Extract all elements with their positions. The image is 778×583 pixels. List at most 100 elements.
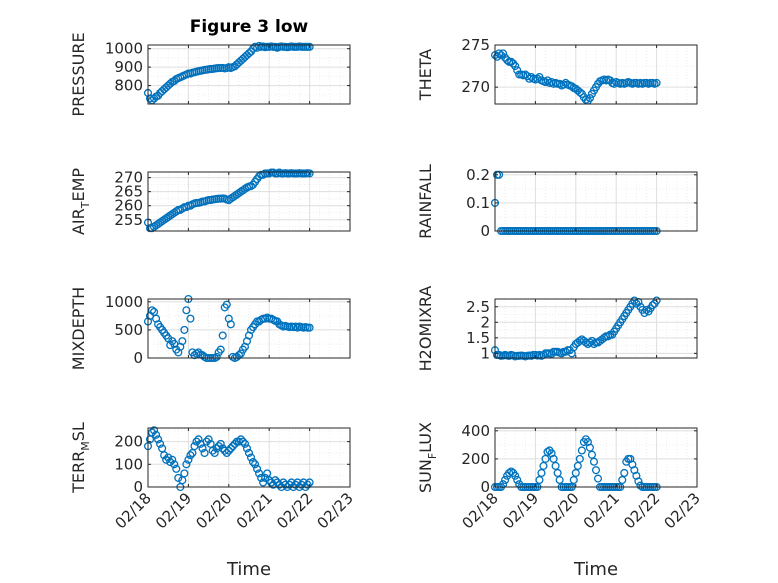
data-point [499,49,508,58]
data-point [577,446,586,455]
y-tick-label: 1.5 [466,329,490,347]
data-point [291,480,300,489]
y-axis-label: RAINFALL [416,164,435,239]
y-tick-label: 2 [480,313,490,331]
axes-box [147,427,351,488]
data-point [567,82,576,91]
y-axis-label: AIRTEMP [69,168,92,235]
data-point [589,457,599,466]
x-tick-label: 02/22 [620,489,663,532]
data-point [184,455,193,464]
y-tick-label: 400 [461,422,490,440]
x-tick-label: 02/23 [314,489,357,532]
data-point [648,301,657,310]
data-point [513,475,522,485]
data-point [152,430,161,439]
data-point [180,325,189,334]
data-point [297,480,306,489]
y-tick-label: 275 [461,36,490,54]
data-point [222,448,231,458]
axes-box [147,298,351,359]
data-point [208,446,217,455]
plot-area [148,172,350,231]
data-point [299,478,308,487]
plot-area [148,428,350,487]
data-point [257,473,266,482]
data-point [240,439,250,448]
data-series [490,49,661,105]
data-point [511,62,520,71]
y-tick-label: 260 [114,197,143,215]
y-tick-label: 1 [480,344,490,362]
data-point [164,453,173,462]
data-point [238,437,247,446]
axes-box [494,44,698,105]
subplot-h2omixra: 11.522.5 H2OMIXRA [416,286,698,371]
data-point [261,473,270,482]
data-point [555,475,564,485]
data-point [182,460,191,469]
data-point [216,345,225,354]
data-point [569,475,578,485]
data-point [202,437,211,446]
data-point [273,478,282,487]
data-point [271,476,280,485]
y-tick-label: 100 [114,455,143,473]
data-point [154,435,163,444]
chart-title: Figure 3 low [190,17,309,37]
data-point [180,469,189,478]
data-point [186,451,195,460]
data-series [490,296,661,361]
y-tick-label: 265 [114,183,143,201]
data-point [192,437,201,446]
y-tick-label: 255 [114,211,143,229]
data-point [494,49,504,58]
data-point [642,305,651,314]
data-point [168,455,177,464]
data-point [186,314,195,323]
subplot-theta: 270 275 THETA [416,36,698,105]
data-point [541,78,550,87]
data-point [541,454,550,463]
y-tick-label: 0 [133,478,143,496]
axes-box [147,171,351,232]
x-tick-label: 02/21 [580,489,623,532]
x-axis-label: Time [226,559,271,580]
data-point [251,460,260,469]
data-point [269,480,278,489]
data-point [253,464,262,473]
data-point [194,435,203,444]
subplot-mixdepth: 0 500 1000 MIXDEPTH [69,287,351,370]
y-tick-label: 270 [114,169,143,187]
data-point [589,339,599,349]
data-point [535,475,544,485]
data-point [575,454,584,463]
data-point [244,49,254,58]
data-point [204,435,213,444]
data-point [224,446,233,455]
x-tick-label: 02/21 [233,489,276,532]
data-point [507,467,516,476]
y-axis-label: THETA [416,49,435,101]
y-tick-label: 900 [114,58,143,76]
data-point [246,181,256,191]
data-point [652,296,661,305]
data-point [234,351,243,360]
plot-area [495,172,697,231]
data-point [293,478,302,487]
y-tick-label: 0 [480,222,490,240]
data-point [265,476,274,485]
data-point [156,439,165,448]
data-point [652,78,661,87]
plot-area [495,428,697,487]
x-tick-label: 02/23 [661,489,704,532]
data-point [557,349,566,358]
data-point [150,426,159,435]
data-point [166,457,175,467]
y-tick-label: 0.2 [466,166,490,184]
y-tick-label: 0 [480,478,490,496]
data-point [618,475,627,485]
data-point [305,42,314,51]
